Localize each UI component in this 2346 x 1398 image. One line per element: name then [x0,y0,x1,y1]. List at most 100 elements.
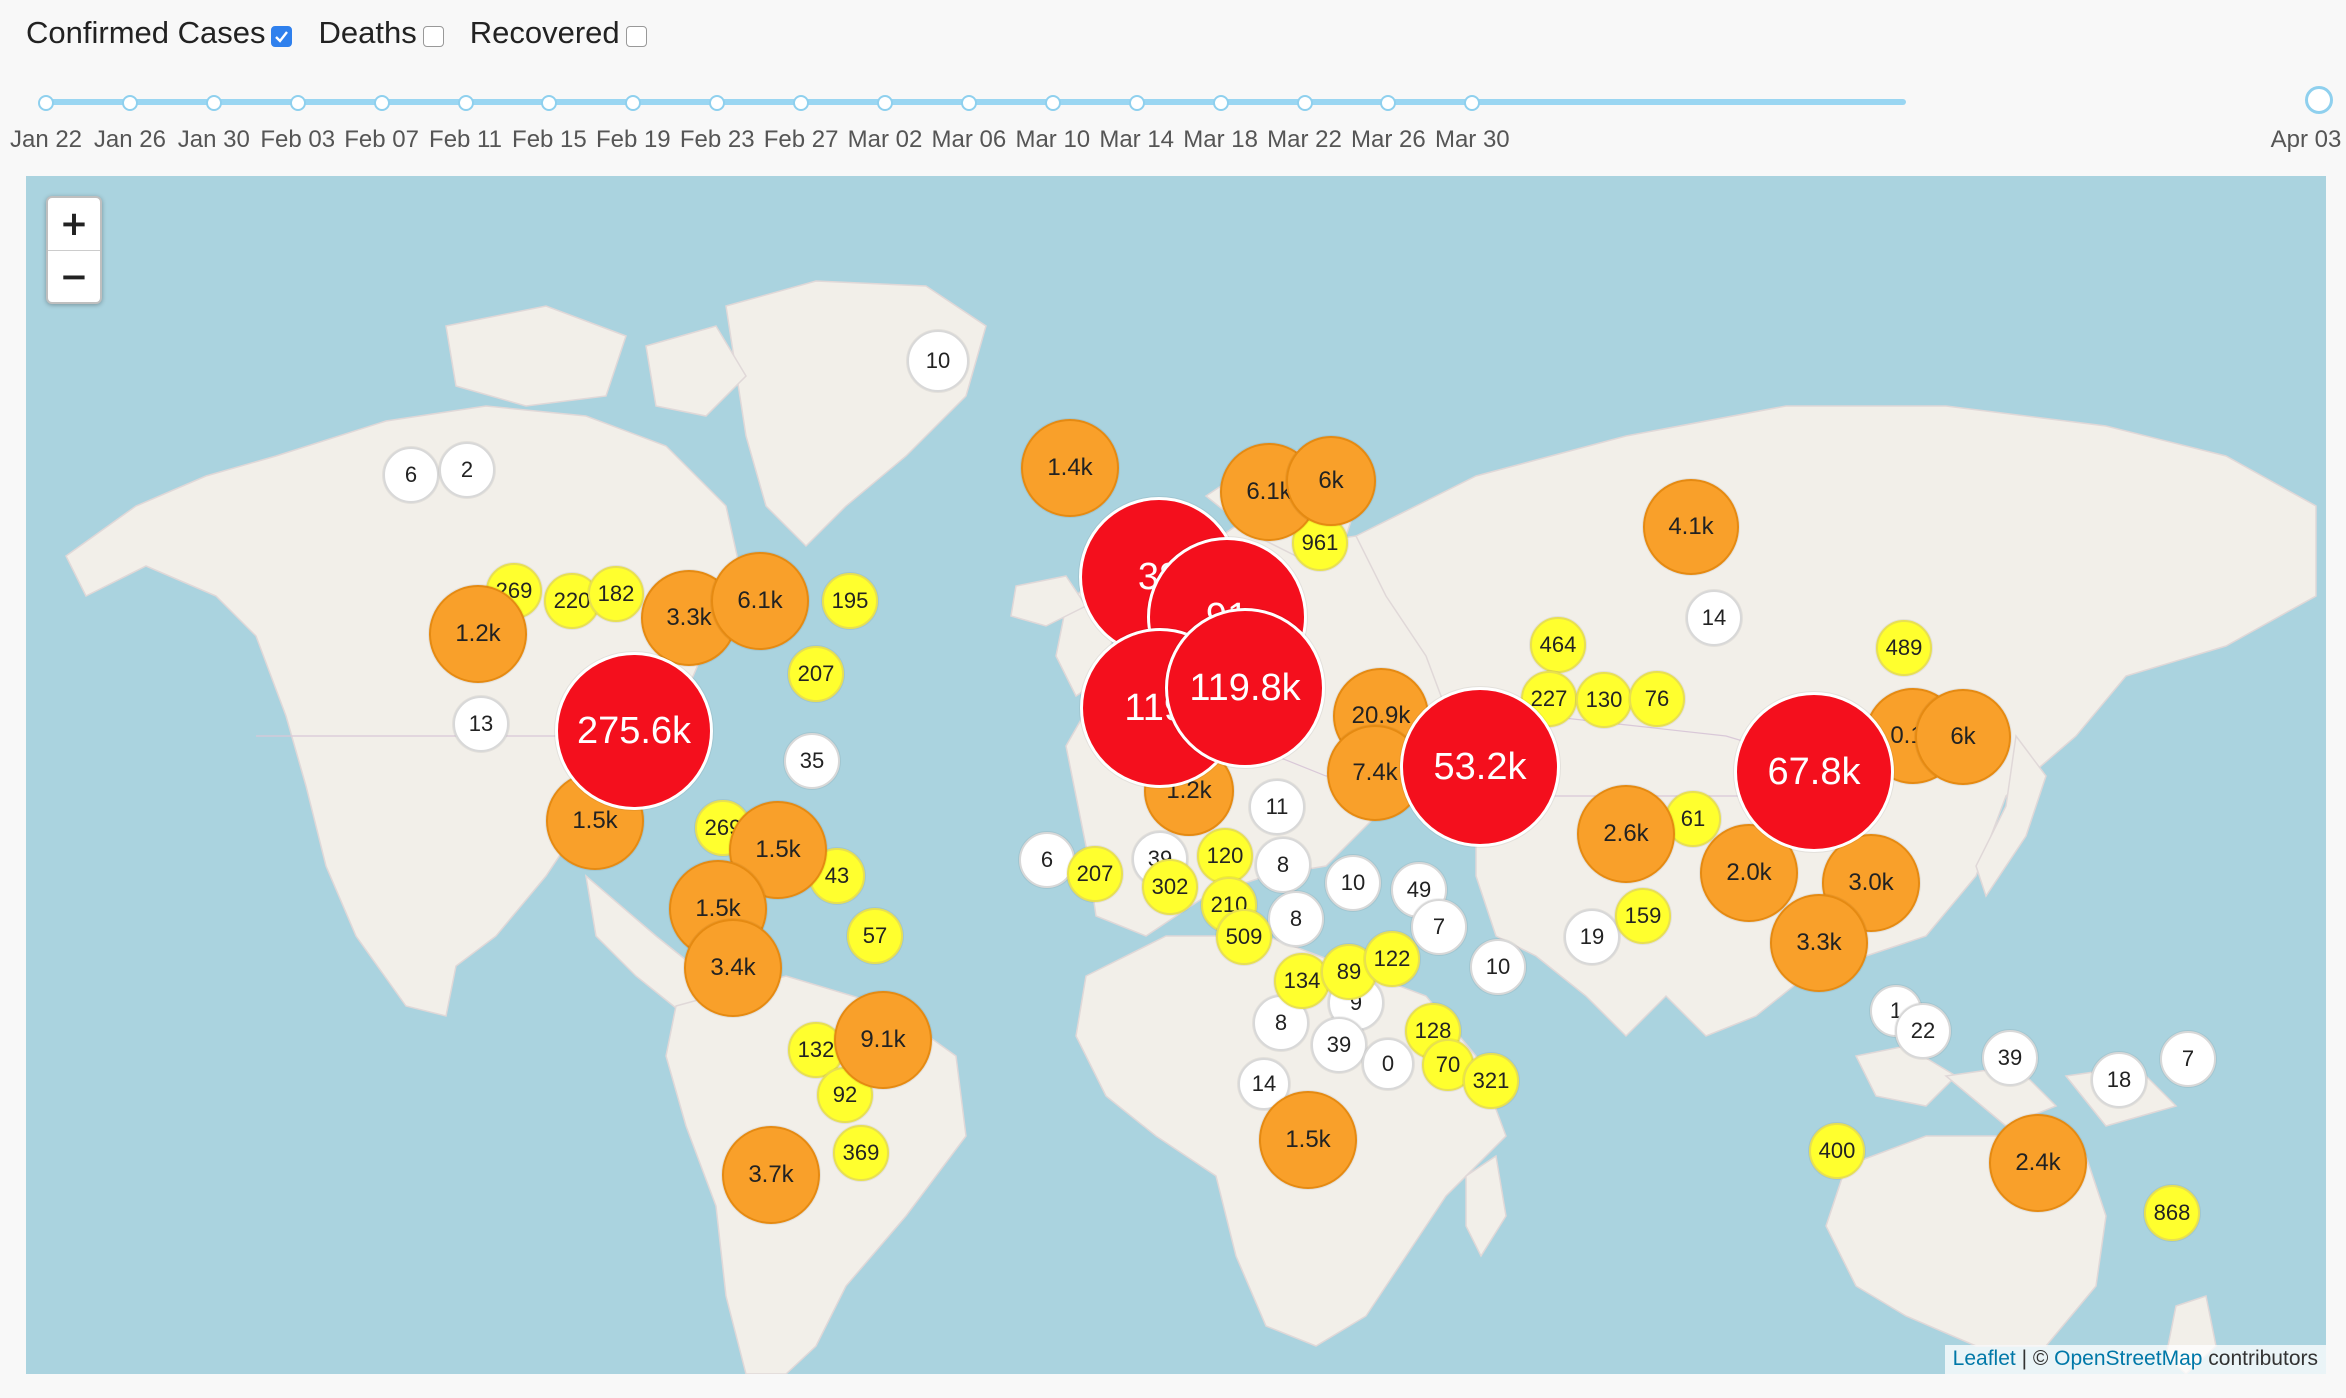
case-bubble-mid[interactable]: 122 [1364,931,1420,987]
zoom-in-button[interactable]: + [48,198,100,251]
case-bubble-mid[interactable]: 159 [1615,888,1671,944]
case-bubble-low[interactable]: 10 [907,330,969,392]
case-bubble-top[interactable]: 67.8k [1734,692,1894,852]
timeline-point[interactable] [289,95,306,111]
timeline-date-label: Feb 11 [429,126,502,153]
case-bubble-high[interactable]: 1.5k [1259,1091,1357,1189]
case-bubble-low[interactable]: 39 [1982,1030,2038,1086]
case-bubble-low[interactable]: 8 [1268,891,1324,947]
case-bubble-low[interactable]: 22 [1895,1003,1951,1059]
case-bubble-mid[interactable]: 464 [1530,617,1586,673]
timeline-date-label: Mar 30 [1434,126,1510,153]
timeline-date-label: Mar 14 [1099,126,1175,153]
case-bubble-mid[interactable]: 76 [1629,671,1685,727]
world-map[interactable]: 10 6 2 13 35 6 11 8 10 49 8 7 9 10 8 39 14 19 1 22 39 18 7 14 39… [26,176,2326,1374]
timeline-point[interactable] [1044,95,1061,111]
case-bubble-top[interactable]: 275.6k [555,652,713,810]
zoom-out-button[interactable]: − [59,257,89,297]
case-bubble-high[interactable]: 3.7k [722,1126,820,1224]
timeline-point[interactable] [205,95,222,111]
timeline-point[interactable] [1128,95,1145,111]
timeline-date-label: Jan 26 [93,126,166,153]
recovered-checkbox[interactable] [625,25,647,47]
case-bubble-low[interactable]: 7 [2160,1031,2216,1087]
timeline-date-label: Feb 23 [679,126,755,153]
case-bubble-top[interactable]: 119.8k [1165,608,1325,768]
case-bubble-low[interactable]: 8 [1253,995,1309,1051]
case-bubble-low[interactable]: 2 [439,442,495,498]
case-bubble-high[interactable]: 1.2k [429,585,527,683]
checkmark-icon [275,30,289,43]
case-bubble-mid[interactable]: 369 [833,1125,889,1181]
case-bubble-mid[interactable]: 321 [1463,1053,1519,1109]
timeline-point[interactable] [1212,95,1229,111]
case-bubble-low[interactable]: 13 [453,696,509,752]
case-bubble-high[interactable]: 6k [1286,436,1376,526]
case-bubble-mid[interactable]: 130 [1576,672,1632,728]
case-bubble-low[interactable]: 39 [1311,1017,1367,1073]
case-bubble-mid[interactable]: 868 [2144,1185,2200,1241]
case-bubble-mid[interactable]: 207 [1067,846,1123,902]
case-bubble-mid[interactable]: 509 [1216,909,1272,965]
case-bubble-low[interactable]: 8 [1255,837,1311,893]
case-bubble-low[interactable]: 35 [784,733,840,789]
case-bubble-low[interactable]: 6 [383,447,439,503]
case-bubble-low[interactable]: 10 [1470,939,1526,995]
case-bubble-mid[interactable]: 70 [1422,1039,1474,1091]
case-bubble-low[interactable]: 6 [1019,832,1075,888]
case-bubble-mid[interactable]: 120 [1197,828,1253,884]
case-bubble-high[interactable]: 6.1k [711,552,809,650]
case-bubble-high[interactable]: 3.3k [1770,894,1868,992]
case-bubble-high[interactable]: 3.4k [684,919,782,1017]
case-bubble-mid[interactable]: 182 [588,566,644,622]
case-bubble-high[interactable]: 3.0k [1822,834,1920,932]
case-bubble-mid[interactable]: 195 [822,573,878,629]
case-bubble-high[interactable]: 6k [1915,689,2011,785]
case-bubble-mid[interactable]: 227 [1521,671,1577,727]
case-bubble-low[interactable]: 0 [1362,1038,1414,1090]
case-bubble-top[interactable]: 53.2k [1400,687,1560,847]
osm-link[interactable]: OpenStreetMap [2054,1347,2203,1370]
case-bubble-mid[interactable]: 57 [847,908,903,964]
timeline-point[interactable] [1380,95,1397,111]
date-timeline[interactable]: Jan 22 Jan 26 Jan 30 Feb 03 Feb 07 Feb 11 Feb … [0,80,2346,180]
case-bubble-low[interactable]: 14 [1686,590,1742,646]
case-bubble-high[interactable]: 2.6k [1577,785,1675,883]
timeline-point[interactable] [541,95,558,111]
deaths-checkbox[interactable] [422,25,444,47]
timeline-point[interactable] [457,95,474,111]
timeline-point[interactable] [960,95,977,111]
case-bubble-mid[interactable]: 400 [1809,1123,1865,1179]
timeline-point[interactable] [877,95,893,111]
timeline-date-label: Jan 22 [9,126,83,153]
attribution-separator: | © [2015,1347,2055,1370]
timeline-point[interactable] [121,95,138,111]
case-bubble-high[interactable]: 2.4k [1989,1114,2087,1212]
leaflet-link[interactable]: Leaflet [1952,1347,2016,1370]
confirmed-cases-checkbox[interactable] [271,25,293,47]
timeline-point[interactable] [709,95,726,111]
case-bubble-low[interactable]: 10 [1325,855,1381,911]
case-bubble-high[interactable]: 9.1k [834,991,932,1089]
case-bubble-mid[interactable]: 489 [1876,620,1932,676]
case-bubble-high[interactable]: 1.5k [729,801,827,899]
recovered-toggle[interactable]: Recovered [470,15,647,51]
case-bubble-high[interactable]: 1.4k [1021,419,1119,517]
timeline-point[interactable] [1296,95,1313,111]
case-bubble-low[interactable]: 19 [1564,909,1620,965]
deaths-toggle[interactable]: Deaths [318,15,444,51]
timeline-point[interactable] [793,95,810,111]
timeline-point[interactable] [625,95,642,111]
timeline-point[interactable] [373,95,390,111]
confirmed-cases-toggle[interactable]: Confirmed Cases [26,15,293,51]
timeline-point[interactable] [38,95,54,111]
case-bubble-mid[interactable]: 207 [788,646,844,702]
case-bubble-low[interactable]: 18 [2091,1052,2147,1108]
case-bubble-high[interactable]: 4.1k [1643,479,1739,575]
case-bubble-mid[interactable]: 302 [1142,859,1198,915]
case-bubble-low[interactable]: 11 [1249,779,1305,835]
timeline-handle[interactable] [2305,86,2333,114]
timeline-point[interactable] [1464,95,1481,111]
case-bubble-low[interactable]: 7 [1411,899,1467,955]
timeline-date-label: Feb 07 [344,126,419,153]
